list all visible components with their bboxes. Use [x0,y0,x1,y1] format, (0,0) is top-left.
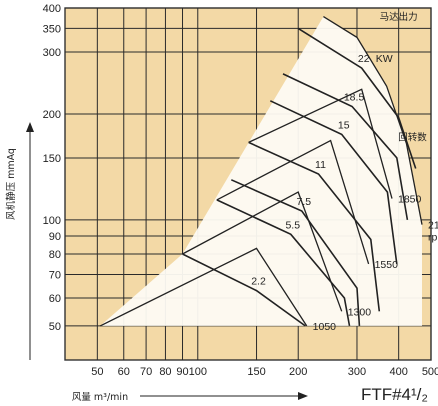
speed-curve-1300 [182,191,343,312]
power-curve-11 [248,141,381,312]
operating-region [100,16,422,326]
x-tick-label: 80 [159,366,171,378]
power-curve-label-11: 11 [315,159,326,171]
y-axis-label: 风机静压 mmAq [5,148,17,220]
x-tick-label: 70 [140,366,152,378]
power-curve-label-5.5: 5.5 [285,219,300,231]
y-tick-label: 300 [43,47,61,59]
y-tick-label: 350 [43,23,61,35]
speed-curve-unit-label: rpm [428,232,438,244]
y-tick-label: 60 [49,293,61,305]
x-tick-label: 400 [389,366,407,378]
speed-curve-2180 [323,16,423,225]
x-tick-label: 300 [348,366,366,378]
power-curve-15 [269,100,398,265]
speed-curve-1050 [99,247,308,327]
y-tick-label: 80 [49,249,61,261]
y-tick-label: 100 [43,215,61,227]
power-curve-label-18.5: 18.5 [344,92,365,104]
speed-curve-label-2180: 2180 [428,220,438,232]
annotation-1: 回转数 [398,132,427,144]
x-tick-label: 100 [189,366,207,378]
power-curve-2.2 [182,253,306,327]
y-tick-label: 50 [49,321,61,333]
power-curve-label-2.2: 2.2 [251,276,266,288]
power-curve-label-15: 15 [338,119,350,131]
x-axis-label: 风量 m³/min [72,392,128,403]
speed-curve-label-1850: 1850 [398,194,422,206]
annotation-0: 马达出力 [380,11,418,23]
chart-title: FTF#4¹/₂ [361,385,428,404]
speed-curve-label-1300: 1300 [348,306,372,318]
power-curve-label-22: 22 [358,53,370,65]
speed-curve-1550 [216,139,370,265]
x-tick-label: 50 [91,366,103,378]
x-tick-label: 90 [176,366,188,378]
speed-curve-1850 [248,88,393,199]
y-tick-label: 200 [43,109,61,121]
speed-curve-label-1550: 1550 [375,259,399,271]
speed-curve-label-1050: 1050 [313,321,337,333]
power-curve-5.5 [216,199,351,327]
y-tick-label: 70 [49,269,61,281]
y-tick-label: 400 [43,3,61,15]
x-axis-arrow-head [298,392,308,400]
power-curve-unit-label: KW [376,53,393,65]
y-axis-arrow-head [26,122,34,132]
power-curve-22 [297,27,417,169]
y-tick-label: 150 [43,153,61,165]
power-curve-18.5 [282,73,409,221]
x-tick-label: 150 [247,366,265,378]
y-tick-label: 90 [49,231,61,243]
x-tick-label: 200 [289,366,307,378]
power-curve-7.5 [230,179,361,326]
x-tick-label: 500 [422,366,438,378]
x-tick-label: 60 [118,366,130,378]
